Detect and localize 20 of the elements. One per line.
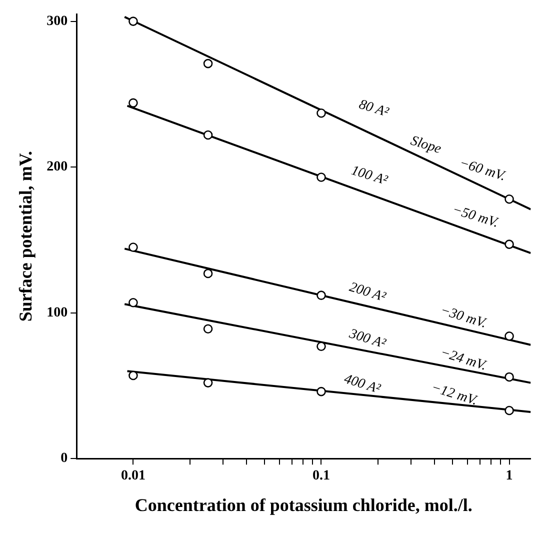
annotation: −50 mV. (450, 202, 500, 231)
x-tick-label: 0.01 (120, 468, 146, 484)
annotation: 80 A² (357, 97, 391, 121)
annotation: −60 mV. (458, 156, 508, 184)
x-tick-label: 0.1 (312, 468, 330, 484)
annotation: −24 mV. (438, 346, 488, 374)
annotation: 300 A² (346, 326, 388, 352)
x-tick-label: 1 (506, 468, 513, 484)
annotation: 100 A² (349, 163, 390, 189)
y-tick-label: 200 (46, 160, 68, 175)
y-tick-label: 100 (46, 305, 68, 320)
y-tick-label: 0 (60, 451, 68, 466)
annotation: 200 A² (347, 280, 388, 306)
annotation: −12 mV. (429, 380, 480, 409)
annotation: −30 mV. (438, 303, 488, 332)
annotation: Slope (408, 134, 443, 158)
y-axis-title: Surface potential, mV. (15, 150, 36, 322)
annotation: 400 A² (342, 372, 383, 398)
x-axis-title: Concentration of potassium chloride, mol./l. (134, 494, 472, 515)
y-tick-label: 300 (46, 14, 68, 29)
